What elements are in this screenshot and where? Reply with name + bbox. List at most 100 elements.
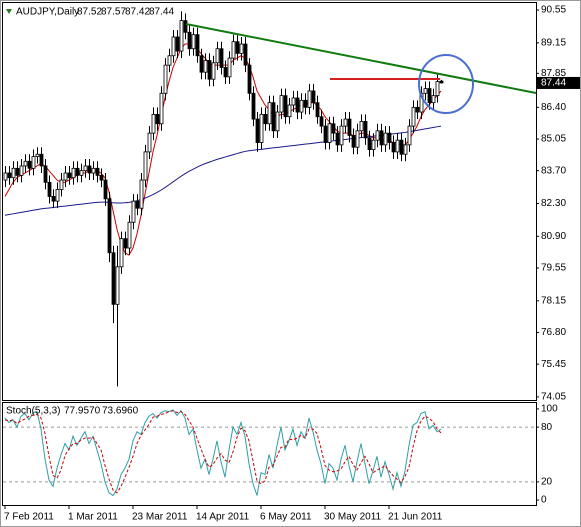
candle-body — [303, 99, 308, 108]
candle-body — [343, 118, 348, 127]
candle-body — [163, 64, 168, 94]
candle-body — [395, 139, 400, 153]
candle-body — [91, 167, 96, 174]
candle-body — [191, 34, 196, 50]
candle-body — [347, 118, 352, 136]
candle-body — [351, 135, 356, 148]
moving-average — [4, 125, 442, 216]
candle-body — [263, 113, 268, 125]
candle-body — [187, 31, 192, 50]
candle-body — [3, 172, 8, 181]
candle-body — [439, 80, 444, 84]
candle-body — [183, 20, 188, 33]
y-tick-label: 80 — [541, 422, 553, 433]
candle-body — [235, 41, 240, 54]
candle-body — [255, 118, 260, 143]
marks: 90.55 89.15 87.85 86.40 85.05 83.70 82.30 80.90… — [3, 5, 580, 523]
candle-body — [135, 200, 140, 209]
x-tick-label: 21 Jun 2011 — [388, 512, 443, 523]
candle-body — [339, 125, 344, 146]
stoch-d-value: 73.6960 — [102, 406, 139, 417]
y-tick-label: 82.30 — [541, 198, 566, 209]
y-tick-label: 100 — [541, 404, 558, 415]
candle-body — [431, 95, 436, 104]
candle-body — [383, 132, 388, 146]
candle-body — [47, 181, 52, 197]
header-close: 87.44 — [149, 7, 174, 18]
candle-body — [227, 57, 232, 78]
y-tick-label: 87.85 — [541, 68, 566, 79]
candle-body — [155, 113, 160, 125]
x-tick-label: 30 May 2011 — [324, 512, 382, 523]
highlight-circle — [418, 54, 474, 114]
candle-body — [115, 266, 120, 305]
y-tick-label: 74.05 — [541, 392, 566, 403]
candle-body — [147, 132, 152, 153]
y-tick-label: 85.05 — [541, 134, 566, 145]
candle-body — [251, 92, 256, 120]
candle-body — [419, 92, 424, 113]
candle-body — [19, 165, 24, 176]
candle-body — [295, 97, 300, 113]
candle-body — [279, 95, 284, 113]
candle-body — [363, 121, 368, 139]
candle-body — [315, 102, 320, 118]
candle-body — [175, 36, 180, 52]
candle-body — [387, 132, 392, 143]
y-tick-label: 79.55 — [541, 263, 566, 274]
candle-body — [335, 132, 340, 146]
candle-body — [275, 111, 280, 132]
candle-body — [423, 88, 428, 94]
candle-body — [23, 160, 28, 167]
candle-body — [215, 48, 220, 64]
candle-body — [259, 113, 264, 143]
candle-body — [151, 113, 156, 134]
candle-body — [103, 179, 108, 200]
stoch-k-value: 77.9570 — [64, 406, 101, 417]
candle-body — [271, 102, 276, 132]
candle-body — [319, 116, 324, 127]
y-tick-label: 86.40 — [541, 102, 566, 113]
y-tick-label: 0 — [541, 495, 547, 506]
candle-body — [171, 36, 176, 57]
candle-body — [83, 165, 88, 172]
candle-body — [311, 90, 316, 104]
annotations — [185, 23, 537, 114]
candle-body — [375, 130, 380, 141]
x-tick-label: 14 Apr 2011 — [196, 512, 250, 523]
x-tick-label: 1 Mar 2011 — [68, 512, 118, 523]
stoch-line — [4, 409, 442, 497]
candle-body — [179, 20, 184, 52]
price-label: 87.44 — [541, 78, 566, 89]
candle-body — [71, 167, 76, 179]
candle-body — [79, 170, 84, 176]
y-tick-label: 83.70 — [541, 165, 566, 176]
candle-body — [15, 167, 20, 176]
candle-body — [75, 167, 80, 176]
candle-body — [411, 106, 416, 127]
candle-body — [43, 165, 48, 183]
candle-body — [207, 60, 212, 80]
y-tick-label: 78.15 — [541, 295, 566, 306]
x-tick-label: 6 May 2011 — [260, 512, 312, 523]
candle-body — [31, 156, 36, 169]
candle-body — [219, 48, 224, 68]
main-pane — [2, 2, 537, 401]
candle-body — [323, 125, 328, 143]
stoch-pane — [2, 402, 537, 506]
candle-body — [63, 172, 68, 181]
candle-body — [239, 43, 244, 54]
candle-body — [331, 123, 336, 134]
candle-body — [107, 198, 112, 254]
stoch-title: Stoch(5,3,3) — [6, 406, 60, 417]
candle-body — [55, 189, 60, 202]
y-tick-label: 90.55 — [541, 5, 566, 16]
candle-body — [199, 55, 204, 73]
candle-body — [327, 123, 332, 143]
candle-body — [127, 221, 132, 249]
candle-body — [211, 62, 216, 80]
header-open: 87.52 — [77, 7, 102, 18]
stoch-line — [4, 410, 442, 494]
candle-body — [299, 99, 304, 113]
candle-body — [415, 106, 420, 113]
